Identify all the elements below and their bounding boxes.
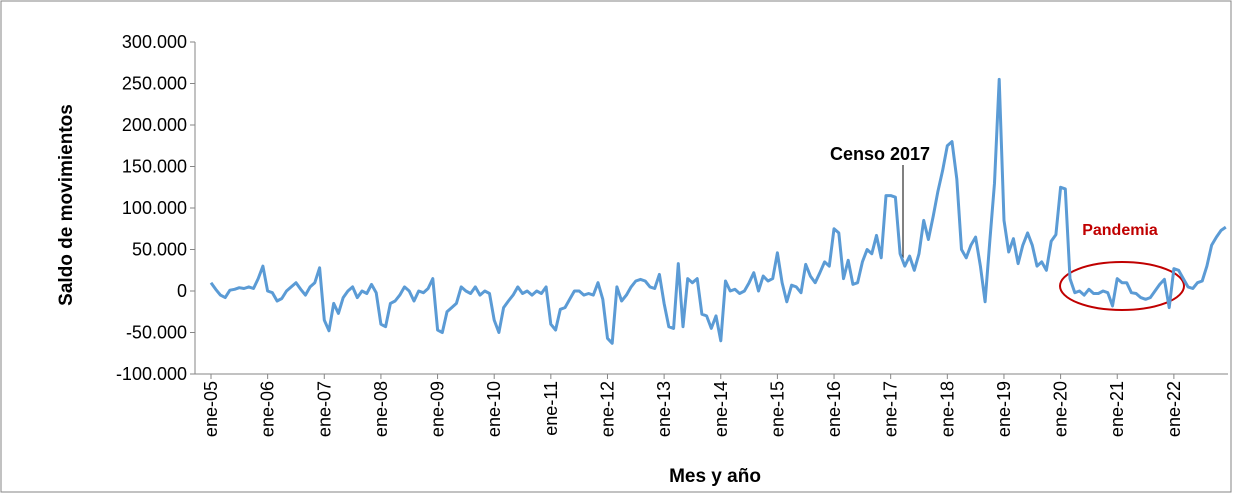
- x-tick-label: ene-21: [1107, 381, 1127, 437]
- y-tick-label: -50.000: [126, 323, 187, 343]
- x-tick-label: ene-22: [1164, 381, 1184, 437]
- y-tick-label: 150.000: [122, 157, 187, 177]
- annotation: Pandemia: [1082, 222, 1158, 239]
- x-tick-label: ene-06: [258, 381, 278, 437]
- y-tick-label: -100.000: [116, 364, 187, 384]
- x-tick-label: ene-18: [937, 381, 957, 437]
- x-tick-label: ene-07: [314, 381, 334, 437]
- x-tick-label: ene-17: [881, 381, 901, 437]
- x-axis-label: Mes y año: [669, 466, 761, 487]
- x-tick-label: ene-11: [541, 381, 561, 436]
- x-tick-label: ene-05: [201, 381, 221, 437]
- x-tick-label: ene-14: [711, 381, 731, 437]
- x-tick-label: ene-20: [1051, 381, 1071, 437]
- annotation: Censo 2017: [830, 144, 930, 164]
- y-tick-label: 300.000: [122, 32, 187, 52]
- y-tick-label: 250.000: [122, 74, 187, 94]
- annotation-ellipse: [1059, 261, 1185, 311]
- y-axis-label: Saldo de movimientos: [56, 104, 77, 306]
- x-tick-label: ene-13: [654, 381, 674, 437]
- x-tick-label: ene-12: [597, 381, 617, 437]
- y-tick-label: 0: [177, 281, 187, 301]
- y-tick-label: 50.000: [132, 240, 187, 260]
- x-tick-label: ene-16: [824, 381, 844, 437]
- x-tick-label: ene-19: [994, 381, 1014, 437]
- data-line: [209, 77, 1227, 345]
- x-tick-label: ene-09: [428, 381, 448, 437]
- x-tick-label: ene-15: [767, 381, 787, 437]
- x-tick-label: ene-08: [371, 381, 391, 437]
- y-tick-label: 200.000: [122, 115, 187, 135]
- x-tick-label: ene-10: [484, 381, 504, 437]
- y-tick-label: 100.000: [122, 198, 187, 218]
